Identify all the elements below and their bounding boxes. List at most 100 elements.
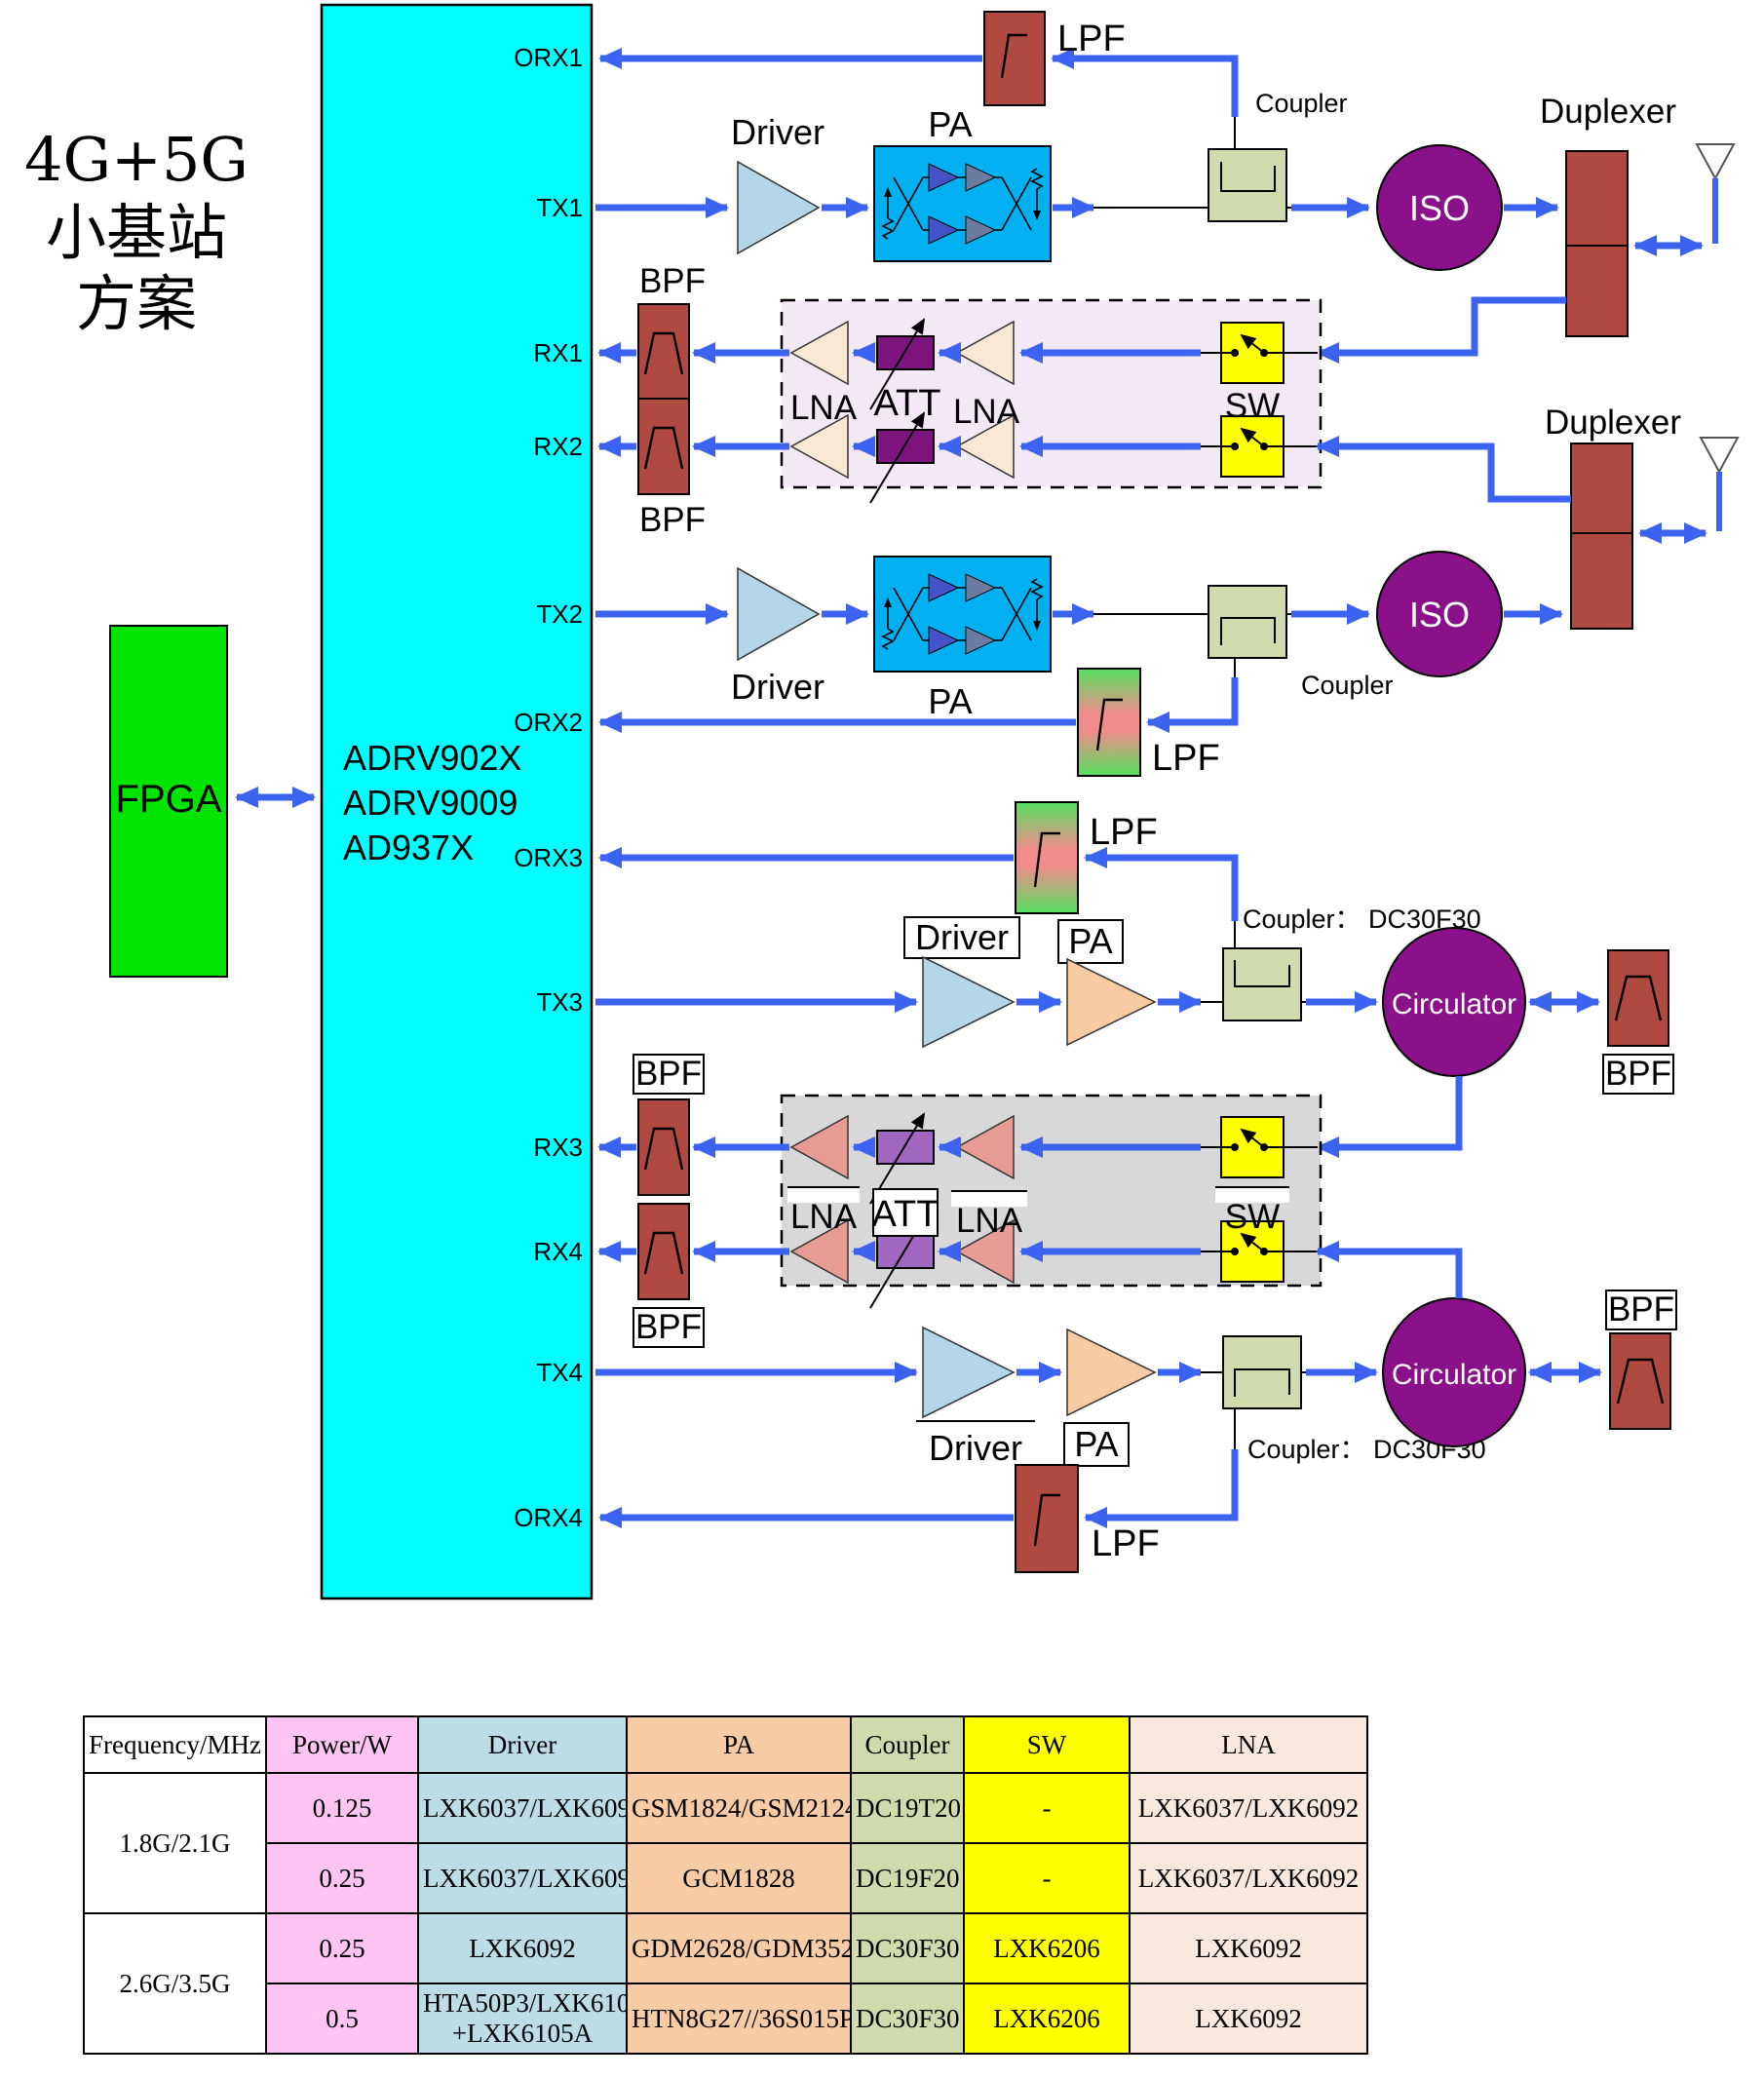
switch-lever-icon	[1240, 333, 1265, 354]
sw-label-2: SW	[1225, 1198, 1280, 1236]
bpf-tx4-label: BPF	[1608, 1290, 1674, 1328]
driver3-label: Driver	[915, 917, 1009, 957]
port-orx3: ORX3	[514, 843, 583, 872]
lna-cell: LXK6092	[1129, 1983, 1368, 2055]
pa1-label: PA	[928, 104, 972, 144]
att-label: ATT	[874, 383, 941, 424]
col-header-pa: PA	[626, 1715, 852, 1774]
orx3-chain: LPF	[598, 801, 1239, 948]
circulator4-label: Circulator	[1392, 1359, 1516, 1391]
parts-table: Frequency/MHz Power/W Driver PA Coupler …	[83, 1715, 1368, 2055]
bpf-tx4-block	[1609, 1332, 1671, 1430]
bpf-rx2-block	[637, 398, 690, 495]
bpf-tx3-label: BPF	[1605, 1055, 1671, 1093]
bpf-rx1-label: BPF	[639, 262, 706, 300]
rx12-module: BPF BPF LNA ATT LNA SW	[597, 262, 1323, 539]
switch-lever-icon	[1240, 1232, 1265, 1252]
att-rx1-block	[876, 335, 935, 370]
pa1-block	[873, 145, 1052, 262]
driver1-label: Driver	[731, 112, 824, 152]
bpf-curve-icon	[643, 426, 684, 470]
lpf-curve-icon	[1033, 831, 1060, 888]
power-cell: 0.25	[265, 1912, 419, 1984]
lna-rx1-in-icon	[955, 320, 1015, 386]
att-rx3-block	[876, 1130, 935, 1165]
title-line-1: 4G+5G	[24, 124, 249, 195]
lna-cell: LXK6037/LXK6092	[1129, 1842, 1368, 1914]
duplexer1-rx-feed	[1316, 296, 1566, 364]
col-header-power: Power/W	[265, 1715, 419, 1774]
col-header-coupler: Coupler	[850, 1715, 965, 1774]
lna-label-3: LNA	[790, 1198, 858, 1236]
lna-rx4-in-icon	[955, 1218, 1015, 1285]
iso2-label: ISO	[1409, 595, 1470, 635]
att-adjust-arrow	[869, 318, 926, 410]
port-rx3: RX3	[533, 1133, 583, 1162]
lpf-curve-icon	[1000, 33, 1027, 79]
driver-cell: LXK6037/LXK6092	[417, 1842, 628, 1914]
driver3-amp-icon	[922, 955, 1016, 1049]
lpf-curve-icon	[1095, 698, 1123, 751]
bpf-rx4-label: BPF	[635, 1308, 702, 1346]
lna-rx3-out-icon	[789, 1114, 849, 1180]
driver2-amp-icon	[737, 566, 821, 662]
power-cell: 0.5	[265, 1983, 419, 2055]
lpf4-label: LPF	[1092, 1523, 1160, 1564]
coupler4-block	[1222, 1335, 1302, 1409]
lpf3-label: LPF	[1090, 812, 1158, 853]
col-header-sw: SW	[963, 1715, 1131, 1774]
lpf-curve-icon	[1033, 1493, 1060, 1547]
bpf-rx3-label: BPF	[635, 1055, 702, 1093]
circulator3-rx-feed	[1316, 1076, 1463, 1158]
port-tx2: TX2	[536, 599, 583, 629]
bpf-curve-icon	[1616, 1358, 1665, 1405]
pa2-label: PA	[928, 681, 972, 721]
circulator4-block	[1382, 1297, 1526, 1447]
table-row: 1.8G/2.1G 0.125 LXK6037/LXK6092 GSM1824/…	[83, 1772, 1368, 1914]
coupler-cell: DC30F30	[850, 1983, 965, 2055]
page-title: 4G+5G 小基站 方案	[24, 124, 249, 339]
tx3-chain: Driver PA Coupler： DC30F30 Circulator BP…	[595, 905, 1674, 1158]
lna-rx1-out-icon	[789, 320, 849, 386]
coupler-hook-icon	[1234, 1368, 1290, 1397]
port-tx1: TX1	[536, 193, 583, 222]
lna-label-4: LNA	[956, 1202, 1023, 1240]
title-line-2: 小基站	[46, 197, 227, 268]
block-diagram: 4G+5G 小基站 方案 FPGA ADRV902X ADRV9009 AD93…	[24, 3, 1740, 1600]
lna-label-2: LNA	[953, 393, 1020, 431]
port-orx2: ORX2	[514, 708, 583, 737]
bpf-tx3-block	[1607, 949, 1669, 1047]
coupler-hook-icon	[1220, 162, 1276, 192]
att-label-box	[872, 1188, 939, 1237]
pa3-label-box	[1057, 919, 1124, 964]
power-cell: 0.25	[265, 1842, 419, 1914]
duplexer1-label: Duplexer	[1540, 93, 1676, 131]
iso1-label: ISO	[1409, 188, 1470, 228]
pa4-label: PA	[1074, 1424, 1118, 1464]
driver4-label: Driver	[929, 1428, 1022, 1468]
lna-cell: LXK6037/LXK6092	[1129, 1772, 1368, 1844]
port-orx1: ORX1	[514, 43, 583, 72]
port-rx1: RX1	[533, 338, 583, 367]
freq-cell-18-21: 1.8G/2.1G	[83, 1772, 267, 1914]
circulator4-rx-feed	[1316, 1241, 1463, 1298]
sw-cell: -	[963, 1842, 1131, 1914]
lpf1-label: LPF	[1057, 19, 1126, 59]
transceiver-line-3: AD937X	[343, 828, 474, 867]
lna-label-1: LNA	[790, 389, 858, 427]
circulator3-label: Circulator	[1392, 988, 1516, 1020]
antenna2-icon	[1699, 437, 1740, 475]
lna-rx2-in-icon	[955, 413, 1015, 480]
sw-cell: LXK6206	[963, 1912, 1131, 1984]
lpf1-block	[983, 11, 1046, 106]
coupler-cell: DC19F20	[850, 1842, 965, 1914]
bpf-tx3-label-box	[1602, 1054, 1674, 1095]
duplexer2-label: Duplexer	[1545, 404, 1681, 442]
fpga-label: FPGA	[116, 778, 222, 821]
port-tx3: TX3	[536, 987, 583, 1017]
bpf-rx3-label-box	[633, 1054, 705, 1095]
rx34-module: BPF BPF LNA A	[597, 1054, 1323, 1348]
orx4-chain: LPF	[598, 1408, 1239, 1573]
coupler2-label: Coupler	[1301, 671, 1394, 700]
duplexer1-block	[1565, 150, 1629, 337]
